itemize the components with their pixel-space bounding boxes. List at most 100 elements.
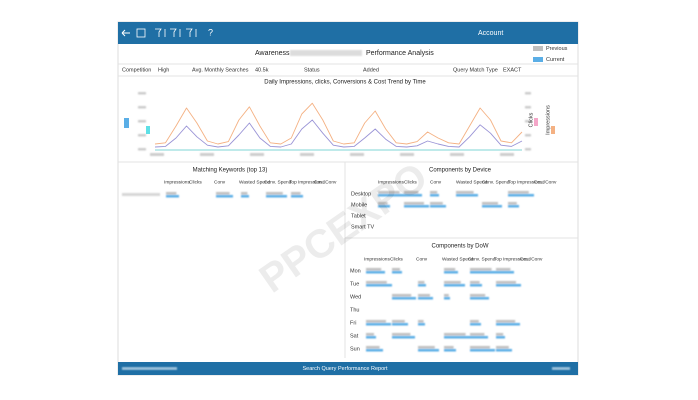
blurred-bar [444, 281, 461, 284]
column-header: Conv [214, 179, 226, 185]
filter-icons[interactable] [155, 28, 197, 37]
blurred-bar [470, 323, 481, 326]
blurred-bar [418, 320, 424, 323]
blurred-bar [508, 205, 519, 208]
column-header: Clicks [404, 179, 417, 185]
blurred-bar [378, 202, 388, 205]
blurred-bar [366, 271, 385, 274]
frame [117, 21, 579, 376]
blurred-bar [404, 205, 429, 208]
blurred-bar [366, 320, 386, 323]
blurred-bar [470, 271, 497, 274]
blurred-bar [404, 202, 424, 205]
blurred-bar [470, 320, 479, 323]
blurred-bar [418, 294, 430, 297]
row-label: Wed [350, 294, 361, 300]
blurred-bar [166, 192, 177, 195]
column-header: Cost/Conv [520, 256, 543, 262]
blurred-bar [366, 268, 382, 271]
blurred-page [552, 367, 570, 370]
blurred-bar [392, 320, 405, 323]
info-value: Added [363, 67, 379, 73]
blurred-bar [444, 297, 450, 300]
blurred-bar [392, 271, 402, 274]
blurred-bar [470, 297, 489, 300]
grid-icon[interactable] [136, 28, 146, 38]
blurred-bar [404, 191, 419, 194]
legend-swatch-current [533, 57, 543, 62]
column-header: Conv. Spend [264, 179, 292, 185]
blurred-bar [470, 346, 490, 349]
column-header: Top Impression... [289, 179, 326, 185]
blurred-tick [200, 153, 214, 156]
account[interactable]: Account [478, 30, 503, 37]
blurred-bar [470, 281, 480, 284]
axis-swatch [124, 118, 129, 128]
column-header: Cost/Conv [534, 179, 557, 185]
axis-title: Clicks [528, 112, 534, 127]
column-header: Impressions [378, 179, 404, 185]
blurred-bar [216, 192, 230, 195]
info-label: Competition [122, 67, 151, 73]
blurred-tick [400, 153, 414, 156]
blurred-bar [482, 205, 502, 208]
keywords-title: Matching Keywords (top 13) [193, 168, 268, 174]
blurred-bar [470, 336, 488, 339]
blurred-bar [496, 284, 521, 287]
blurred-bar [444, 294, 449, 297]
info-value: 40.5k [255, 67, 269, 73]
column-header: Impressions [164, 179, 190, 185]
row-label: Fri [350, 320, 356, 326]
blurred-bar [496, 333, 504, 336]
device-title: Components by Device [429, 168, 492, 174]
help-icon[interactable]: ? [208, 27, 213, 37]
blurred-bar [366, 346, 380, 349]
column-header: Top Impression... [494, 256, 531, 262]
blurred-bar [418, 323, 425, 326]
blurred-bar [496, 349, 512, 352]
blurred-bar [266, 195, 287, 198]
legend-current: Current [546, 57, 565, 63]
column-header: Conv. Spend [482, 179, 510, 185]
blurred-bar [508, 202, 517, 205]
blurred-bar [444, 268, 456, 271]
blurred-bar [418, 349, 439, 352]
report-title-suffix: Performance Analysis [366, 50, 434, 57]
row-label: Sun [350, 346, 360, 352]
blurred-date [122, 367, 177, 370]
blurred-bar [404, 194, 422, 197]
blurred-bar [366, 333, 374, 336]
back-icon[interactable] [121, 29, 130, 37]
row-label: Tablet [351, 213, 366, 219]
blurred-tick [450, 153, 464, 156]
axis-swatch [551, 126, 555, 134]
blurred-tick [138, 134, 146, 137]
blurred-bar [418, 346, 435, 349]
row-label: Smart TV [351, 224, 374, 230]
blurred-bar [418, 281, 425, 284]
row-label: Mobile [351, 202, 367, 208]
blurred-bar [392, 297, 416, 300]
blurred-bar [430, 194, 439, 197]
blurred-tick [525, 148, 531, 151]
blurred-bar [470, 268, 492, 271]
trend-line [154, 102, 523, 145]
blurred-tick [300, 153, 314, 156]
blurred-bar [496, 271, 514, 274]
blurred-bar [430, 191, 438, 194]
blurred-bar [418, 284, 426, 287]
trend-line [154, 119, 523, 148]
blurred-bar [241, 195, 249, 198]
blurred-bar [366, 349, 383, 352]
blurred-bar [508, 194, 534, 197]
blurred-bar [444, 271, 458, 274]
blurred-bar [496, 268, 511, 271]
dow-title: Components by DoW [431, 244, 488, 250]
blurred-bar [216, 195, 233, 198]
blurred-bar [378, 191, 400, 194]
trend-title: Daily Impressions, clicks, Conversions &… [264, 80, 426, 86]
report-title-prefix: Awareness [255, 50, 290, 57]
blurred-bar [470, 284, 482, 287]
info-value: High [158, 67, 169, 73]
info-label: Query Match Type [453, 67, 498, 73]
